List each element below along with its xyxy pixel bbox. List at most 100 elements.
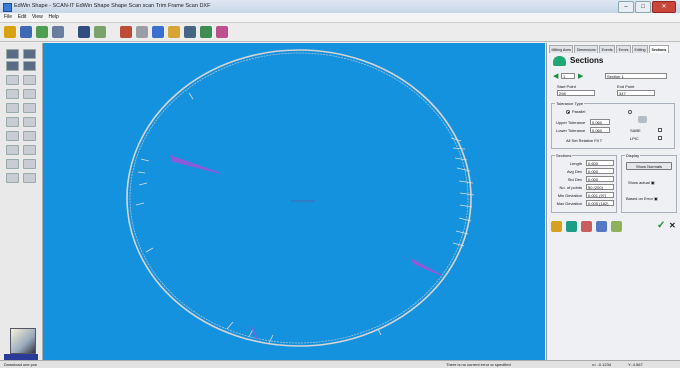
cursor-icon[interactable] — [611, 220, 622, 232]
parallel-radio[interactable] — [566, 110, 570, 114]
eye-icon[interactable] — [120, 26, 132, 38]
tolerance-group: Tolerance Type Parallel Upper Tolerance … — [551, 101, 675, 149]
lpic-checkbox[interactable] — [658, 136, 662, 140]
avg-dev-label: Avg Dev — [566, 169, 582, 174]
panel-actions — [551, 219, 677, 233]
length-value: 0.600 — [586, 160, 614, 166]
tool-row[interactable] — [6, 131, 36, 141]
pencil-icon[interactable] — [551, 220, 562, 232]
chart-icon[interactable] — [596, 220, 607, 232]
binoculars-icon — [638, 116, 647, 123]
show-actual-toggle[interactable]: Show actual ▣ — [628, 180, 655, 185]
bevel-icon[interactable] — [136, 26, 148, 38]
lower-tolerance-field[interactable]: 0.060 — [590, 127, 610, 133]
grid-icon[interactable] — [184, 26, 196, 38]
tab-mitting-axes[interactable]: Mitting Axes — [549, 45, 574, 53]
shape-canvas[interactable] — [43, 43, 545, 360]
start-point-field[interactable]: 298 — [557, 90, 595, 96]
menu-help[interactable]: Help — [48, 14, 59, 20]
section-name-field[interactable]: Section 1 — [605, 73, 667, 79]
tab-editing[interactable]: Editing — [631, 45, 648, 53]
menu-file[interactable]: File — [4, 14, 13, 20]
export-icon[interactable] — [200, 26, 212, 38]
measure-icon[interactable] — [94, 26, 106, 38]
next-arrow-icon[interactable]: ▶ — [578, 73, 584, 80]
title-bar: EdWin Shape - SCAN-IT EdWin Shape Shape … — [0, 0, 680, 13]
cancel-x-icon[interactable]: ✕ — [669, 221, 676, 230]
parallel-label: Parallel — [572, 109, 586, 114]
lower-tolerance-label: Lower Tolerance — [556, 128, 586, 133]
end-point-field[interactable]: 347 — [617, 90, 655, 96]
sabe-label: SABE — [630, 128, 641, 133]
set-relative-label: All Set Relative Fit T — [566, 138, 603, 143]
lpic-label: LPIC — [630, 136, 639, 141]
status-left: Download one pcs — [4, 362, 37, 367]
minimize-button[interactable]: – — [618, 1, 634, 13]
points-label: No. of points — [559, 185, 582, 190]
tool-row[interactable] — [6, 61, 36, 71]
sabe-checkbox[interactable] — [658, 128, 662, 132]
panel-tabs: Mitting Axes Dimensions Events Errors Ed… — [549, 45, 679, 53]
section-nav: ◀ 1 ▶ Section 1 — [553, 73, 677, 81]
menu-edit[interactable]: Edit — [17, 14, 27, 20]
tool-row[interactable] — [6, 49, 36, 59]
sections-icon — [553, 56, 566, 66]
max-deviation-label: Max Deviation — [556, 201, 582, 206]
points-value: 50 (200) — [586, 184, 614, 190]
show-normals-button[interactable]: Show Normals — [626, 162, 672, 170]
close-button[interactable]: ✕ — [652, 1, 676, 13]
based-on-error-toggle[interactable]: Based on Error ▣ — [626, 196, 658, 201]
tool-row[interactable] — [6, 159, 36, 169]
app-icon — [3, 3, 12, 12]
menu-bar: File Edit View Help — [0, 13, 680, 23]
tool-row[interactable] — [6, 89, 36, 99]
pencil-icon[interactable] — [152, 26, 164, 38]
alt-tolerance-radio[interactable] — [628, 110, 632, 114]
deviation-callouts — [169, 154, 442, 340]
save-icon[interactable] — [566, 220, 577, 232]
save-icon[interactable] — [20, 26, 32, 38]
delete-icon[interactable] — [581, 220, 592, 232]
tool-row[interactable] — [6, 75, 36, 85]
sections-stats-group: Sections Length 0.600 Avg Dev 0.000 Std … — [551, 153, 617, 213]
tool-row[interactable] — [6, 117, 36, 127]
trace-icon[interactable] — [52, 26, 64, 38]
tab-dimensions[interactable]: Dimensions — [574, 45, 599, 53]
sections-panel: Mitting Axes Dimensions Events Errors Ed… — [546, 43, 680, 360]
status-bar: Download one pcs There is no current err… — [0, 360, 680, 368]
rotate-icon[interactable] — [4, 26, 16, 38]
scan-icon[interactable] — [36, 26, 48, 38]
min-deviation-value: 0.001 (97) — [586, 192, 614, 198]
tab-sections[interactable]: Sections — [648, 45, 669, 53]
maximize-button[interactable]: □ — [635, 1, 651, 13]
start-point-label: Start Point — [557, 84, 576, 89]
window-controls: – □ ✕ — [618, 1, 676, 13]
company-logo — [10, 328, 36, 354]
tool-row[interactable] — [6, 145, 36, 155]
eraser-icon[interactable] — [216, 26, 228, 38]
prev-arrow-icon[interactable]: ◀ — [553, 73, 559, 80]
status-y: Y: 4.567 — [628, 362, 643, 367]
menu-view[interactable]: View — [32, 14, 43, 20]
sections-group-title: Sections — [555, 153, 573, 158]
end-point-label: End Point — [617, 84, 635, 89]
status-center: There is no current error or specified — [446, 362, 511, 367]
deviation-marks — [135, 92, 475, 344]
tool-row[interactable] — [6, 103, 36, 113]
frame-outline-inner — [129, 52, 469, 344]
frame-icon[interactable] — [78, 26, 90, 38]
window-title: EdWin Shape - SCAN-IT EdWin Shape Shape … — [14, 3, 211, 9]
section-number-field[interactable]: 1 — [561, 73, 575, 79]
std-dev-value: 0.000 — [586, 176, 614, 182]
display-group: Display Show Normals Show actual ▣ Based… — [621, 153, 677, 213]
upper-tolerance-field[interactable]: 0.060 — [590, 119, 610, 125]
tab-events[interactable]: Events — [599, 45, 616, 53]
main-toolbar — [0, 23, 680, 42]
length-label: Length — [569, 161, 582, 166]
ok-check-icon[interactable]: ✓ — [657, 220, 666, 231]
crop-icon[interactable] — [168, 26, 180, 38]
upper-tolerance-label: Upper Tolerance — [556, 120, 586, 125]
tool-row[interactable] — [6, 173, 36, 183]
avg-dev-value: 0.000 — [586, 168, 614, 174]
tab-errors[interactable]: Errors — [616, 45, 631, 53]
